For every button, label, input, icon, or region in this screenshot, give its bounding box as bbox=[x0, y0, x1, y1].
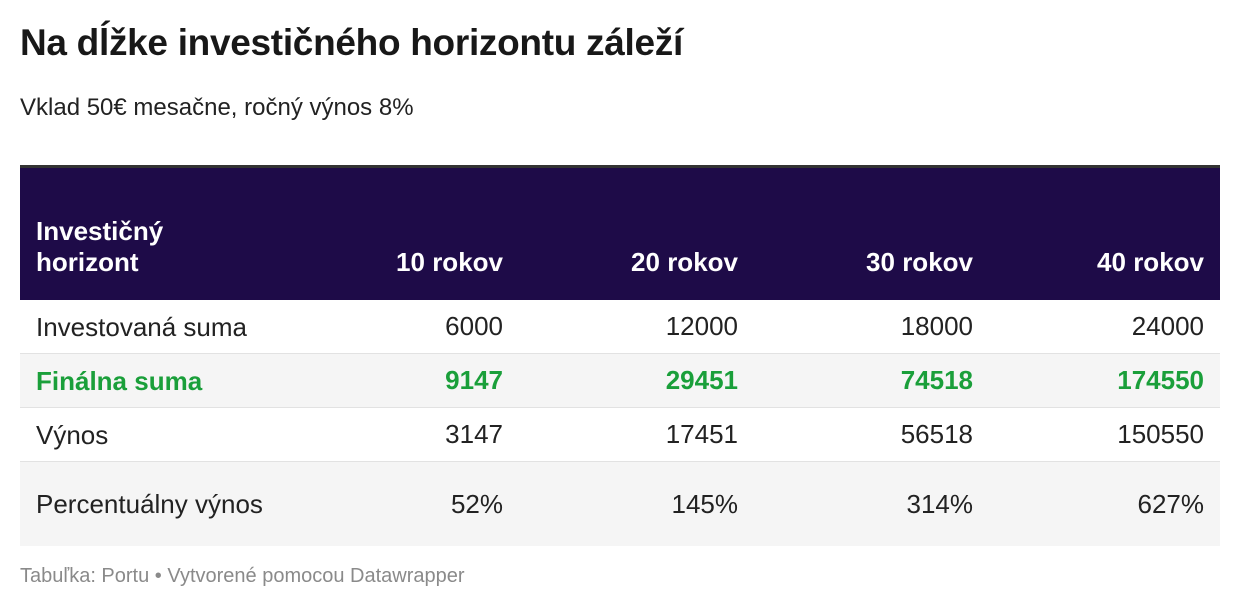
column-header: 20 rokov bbox=[519, 166, 754, 300]
title: Na dĺžke investičného horizontu záleží bbox=[20, 22, 683, 63]
cell: 12000 bbox=[519, 300, 754, 354]
column-header: 40 rokov bbox=[989, 166, 1220, 300]
cell: 52% bbox=[284, 461, 519, 546]
source-note: Tabuľka: Portu • Vytvorené pomocou Dataw… bbox=[20, 565, 465, 587]
cell: 627% bbox=[989, 461, 1220, 546]
cell: 145% bbox=[519, 461, 754, 546]
header-row: Investičný horizont 10 rokov 20 rokov 30 ro… bbox=[20, 166, 1220, 300]
column-header: Investičný horizont bbox=[20, 166, 284, 300]
table-row: Finálna suma 9147 29451 74518 174550 bbox=[20, 353, 1220, 408]
cell: 9147 bbox=[284, 353, 519, 408]
cell: 174550 bbox=[989, 353, 1220, 408]
cell: 3147 bbox=[284, 407, 519, 462]
cell: 17451 bbox=[519, 407, 754, 462]
cell: 314% bbox=[754, 461, 989, 546]
cell: 56518 bbox=[754, 407, 989, 462]
column-header: 10 rokov bbox=[284, 166, 519, 300]
row-label: Výnos bbox=[20, 407, 284, 462]
cell: 24000 bbox=[989, 300, 1220, 354]
data-table: Investičný horizont 10 rokov 20 rokov 30 ro… bbox=[20, 165, 1220, 546]
table-row: Percentuálny výnos 52% 145% 314% 627% bbox=[20, 461, 1220, 546]
row-label: Investovaná suma bbox=[20, 300, 284, 354]
subtitle: Vklad 50€ mesačne, ročný výnos 8% bbox=[20, 94, 414, 121]
cell: 74518 bbox=[754, 353, 989, 408]
row-label: Finálna suma bbox=[20, 353, 284, 408]
table-body: Investovaná suma 6000 12000 18000 24000 Finál… bbox=[20, 300, 1220, 546]
row-label: Percentuálny výnos bbox=[20, 461, 284, 546]
table-row: Investovaná suma 6000 12000 18000 24000 bbox=[20, 300, 1220, 354]
column-header: 30 rokov bbox=[754, 166, 989, 300]
cell: 150550 bbox=[989, 407, 1220, 462]
cell: 18000 bbox=[754, 300, 989, 354]
table-row: Výnos 3147 17451 56518 150550 bbox=[20, 407, 1220, 462]
cell: 6000 bbox=[284, 300, 519, 354]
cell: 29451 bbox=[519, 353, 754, 408]
